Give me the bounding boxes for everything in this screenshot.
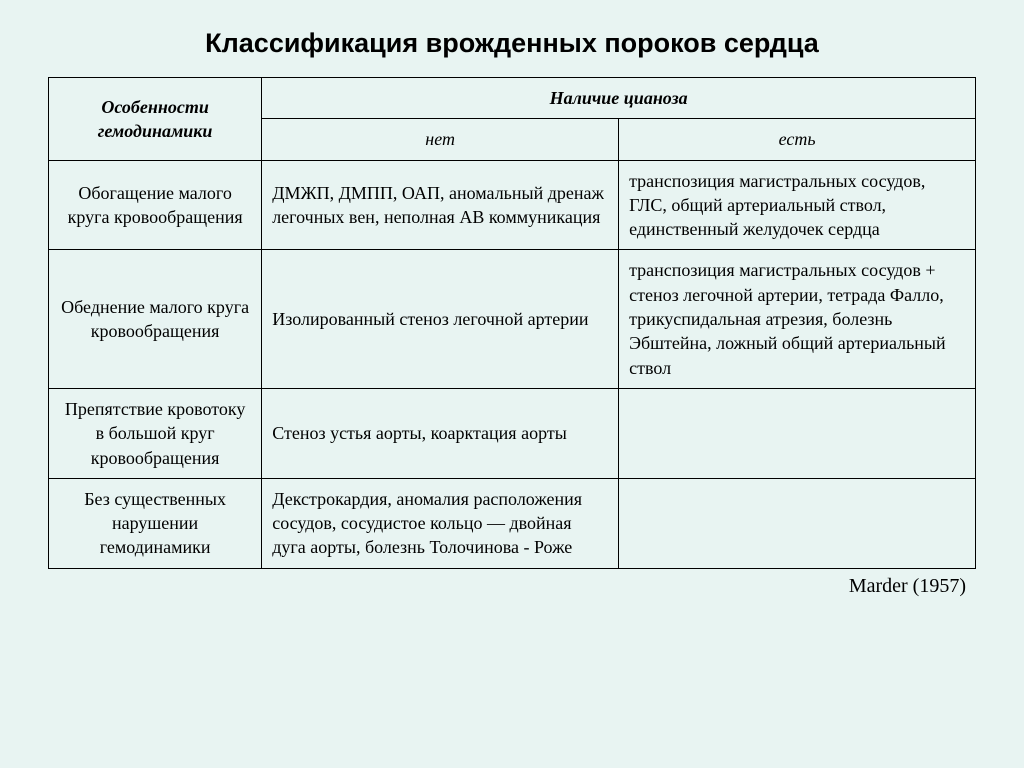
classification-table: Особенности гемодинамики Наличие цианоза… (48, 77, 976, 569)
col-header-hemodynamics: Особенности гемодинамики (49, 78, 262, 161)
row-head: Обогащение малого круга кровообращения (49, 160, 262, 250)
row-head: Без существенных нарушении гемодинамики (49, 478, 262, 568)
cell-yes: транспозиция магистральных сосудов + сте… (619, 250, 976, 388)
row-head: Препятствие кровотоку в большой круг кро… (49, 388, 262, 478)
cell-yes: транспозиция магистральных сосудов, ГЛС,… (619, 160, 976, 250)
citation: Marder (1957) (48, 575, 976, 598)
page-title: Классификация врожденных пороков сердца (48, 28, 976, 59)
col-subheader-no: нет (262, 119, 619, 160)
table-row: Обеднение малого круга кровообращения Из… (49, 250, 976, 388)
table-row: Без существенных нарушении гемодинамики … (49, 478, 976, 568)
cell-yes (619, 388, 976, 478)
row-head: Обеднение малого круга кровообращения (49, 250, 262, 388)
slide-page: Классификация врожденных пороков сердца … (0, 0, 1024, 768)
table-row: Обогащение малого круга кровообращения Д… (49, 160, 976, 250)
col-subheader-yes: есть (619, 119, 976, 160)
col-header-cyanosis: Наличие цианоза (262, 78, 976, 119)
table-row: Препятствие кровотоку в большой круг кро… (49, 388, 976, 478)
cell-no: Стеноз устья аорты, коарктация аорты (262, 388, 619, 478)
cell-no: Декстрокардия, аномалия расположения сос… (262, 478, 619, 568)
cell-no: ДМЖП, ДМПП, ОАП, аномальный дренаж легоч… (262, 160, 619, 250)
cell-yes (619, 478, 976, 568)
cell-no: Изолированный стеноз легочной артерии (262, 250, 619, 388)
